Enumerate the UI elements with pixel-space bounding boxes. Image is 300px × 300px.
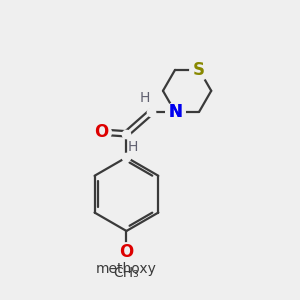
Text: N: N: [168, 103, 182, 121]
Text: N: N: [168, 103, 182, 121]
Text: S: S: [193, 61, 205, 79]
Text: O: O: [119, 243, 134, 261]
Text: O: O: [94, 123, 109, 141]
Text: H: H: [128, 140, 138, 154]
Text: methoxy: methoxy: [96, 262, 157, 277]
Text: H: H: [140, 91, 150, 105]
Text: CH₃: CH₃: [114, 266, 139, 280]
